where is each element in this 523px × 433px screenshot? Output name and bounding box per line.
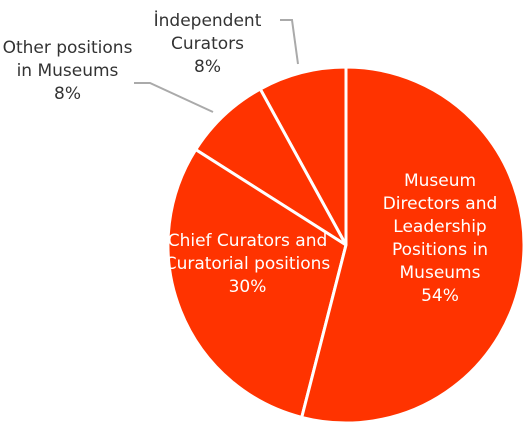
pie-slice: [166, 147, 348, 420]
value-label: 8%: [54, 84, 81, 104]
value-label: 8%: [194, 57, 221, 77]
value-label: 54%: [421, 286, 459, 306]
slice-label: Museum Directors and Leadership Position…: [365, 170, 515, 308]
leader-line: [280, 19, 299, 65]
category-label: İndependent Curators: [153, 11, 262, 54]
leader-line: [134, 82, 214, 113]
pie-slice: [258, 65, 348, 246]
slice-label: Chief Curators and Curatorial positions 3…: [160, 230, 335, 299]
category-label: Other positions in Museums: [2, 38, 133, 81]
slice-label: Other positions in Museums 8%: [0, 37, 135, 106]
value-label: 30%: [228, 277, 267, 297]
slice-label: İndependent Curators 8%: [140, 10, 275, 79]
category-label: Museum Directors and Leadership Position…: [382, 171, 498, 283]
pie-slice: [193, 86, 348, 247]
category-label: Chief Curators and Curatorial positions: [164, 231, 331, 274]
